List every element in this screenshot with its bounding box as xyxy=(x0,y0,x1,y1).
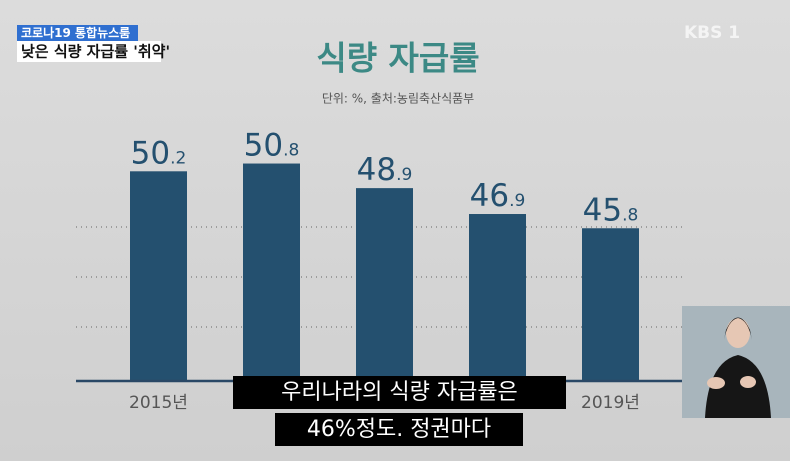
x-tick-label: 2015년 xyxy=(129,393,188,413)
channel-logo: KBS 1 xyxy=(684,23,740,43)
bar xyxy=(130,171,187,381)
bar xyxy=(243,163,300,381)
headline-banner xyxy=(17,41,161,62)
value-label: 48.9 xyxy=(357,152,413,188)
interpreter-inset xyxy=(682,306,790,418)
caption: 46%정도. 정권마다 xyxy=(307,417,491,442)
bar xyxy=(356,188,413,381)
value-label: 45.8 xyxy=(583,192,639,228)
caption-box xyxy=(275,413,523,446)
value-label: 46.9 xyxy=(470,178,526,214)
headline: 낮은 식량 자급률 '취약' xyxy=(21,43,170,61)
plot: 2015년 50.2 50.8 48.9 46.9 2019년 45.8 xyxy=(129,127,640,413)
program-banner xyxy=(17,25,138,41)
x-tick-label: 2019년 xyxy=(581,393,640,413)
bar xyxy=(469,214,526,381)
value-label: 50.8 xyxy=(244,127,300,163)
caption-box xyxy=(233,376,566,409)
bar xyxy=(582,228,639,381)
chart-subtitle: 단위: %, 출처:농림축산식품부 xyxy=(322,92,474,106)
chart-title: 식량 자급률 xyxy=(316,39,479,78)
value-label: 50.2 xyxy=(131,135,187,171)
caption: 우리나라의 식량 자급률은 xyxy=(281,380,518,405)
program-name: 코로나19 통합뉴스룸 xyxy=(21,25,130,40)
